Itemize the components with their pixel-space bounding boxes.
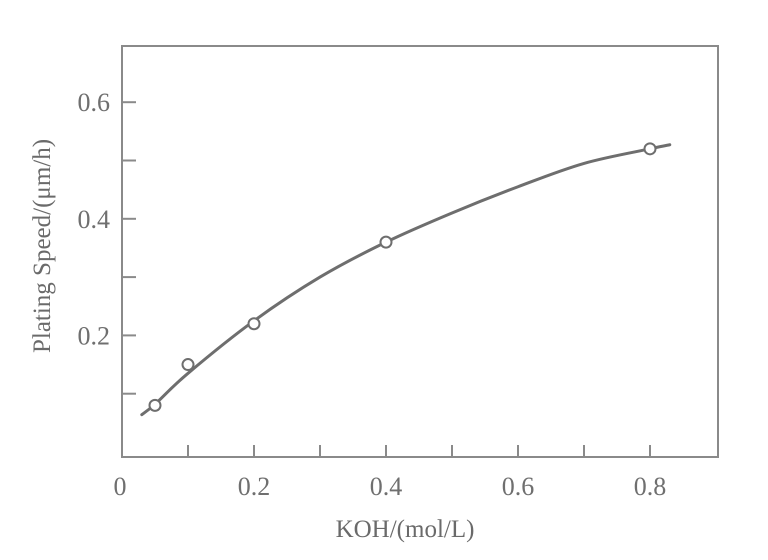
plot-border [121,45,719,458]
y-axis-ticks: 0.2 0.4 0.6 [78,88,136,395]
data-point-marker [643,142,657,156]
x-axis-ticks: 0 0.2 0.4 0.6 0.8 [114,445,667,501]
data-point-marker [379,235,393,249]
fit-curve [140,143,672,417]
x-axis-label: KOH/(mol/L) [336,516,475,543]
data-point-marker [181,358,195,372]
fit-curve-path [140,143,672,417]
x-tick-label: 0.6 [502,472,535,501]
x-tick-label: 0 [114,472,127,501]
data-points [148,142,657,412]
data-point-marker [148,398,162,412]
x-tick-label: 0.8 [634,472,667,501]
plot-frame [121,45,719,458]
y-axis-label: Plating Speed/(μm/h) [29,139,56,353]
x-tick-label: 0.4 [370,472,403,501]
y-tick-label: 0.4 [78,205,111,234]
y-tick-label: 0.2 [78,321,111,350]
y-tick-label: 0.6 [78,88,111,117]
x-tick-label: 0.2 [238,472,271,501]
data-point-marker [247,317,261,331]
